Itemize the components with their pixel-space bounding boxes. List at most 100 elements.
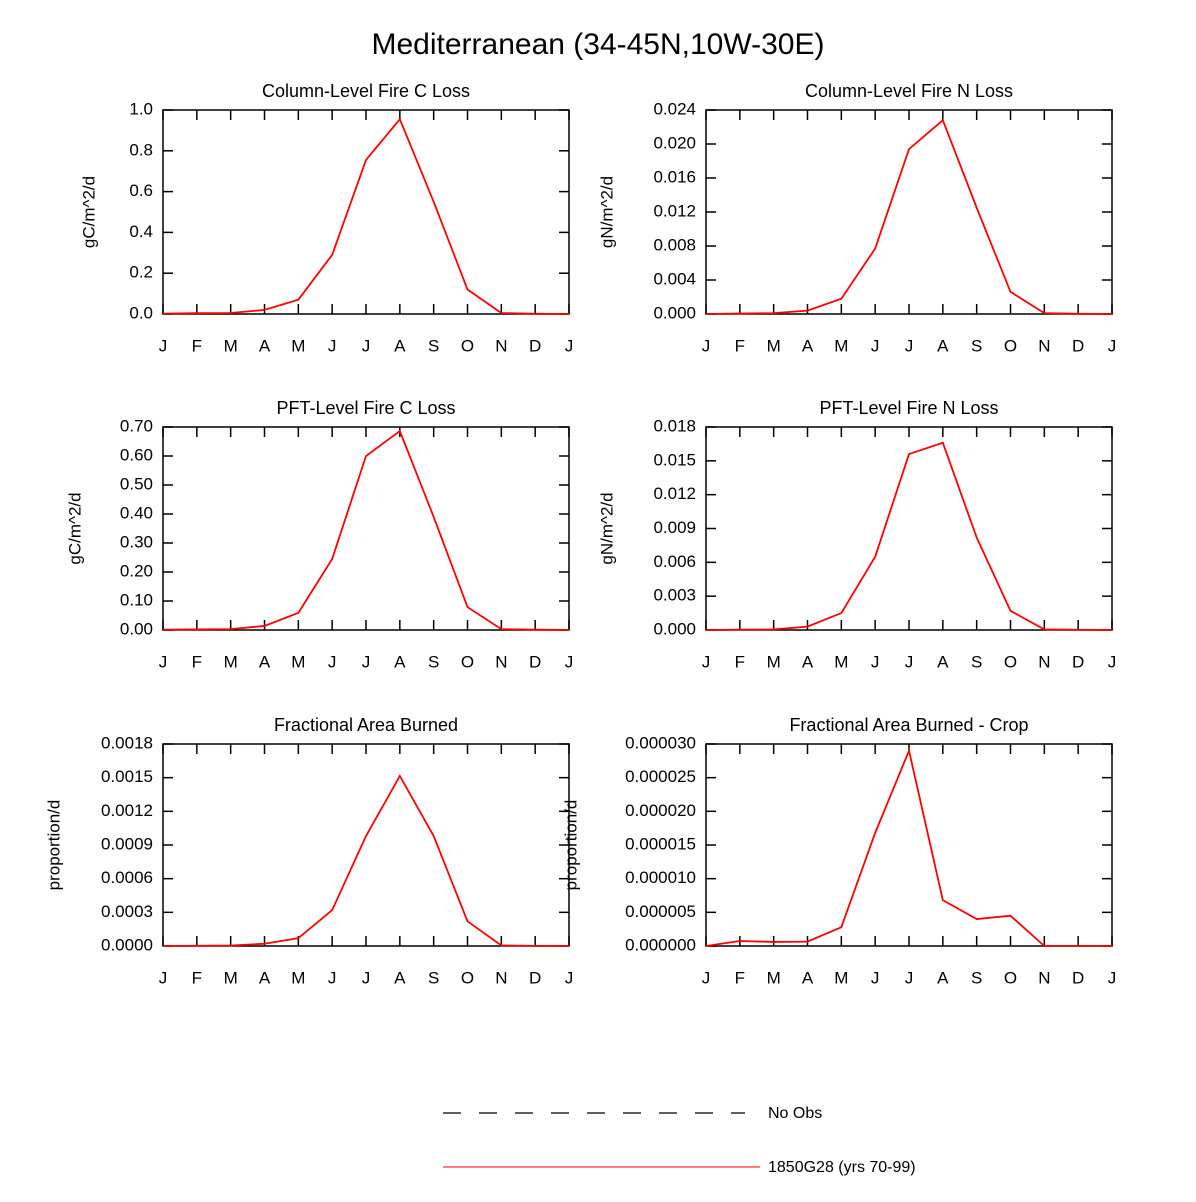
x-tick-label: J — [362, 652, 371, 671]
x-tick-label: F — [735, 336, 745, 355]
x-tick-label: M — [834, 968, 848, 987]
x-tick-label: N — [1038, 968, 1050, 987]
y-tick-label: 0.018 — [653, 416, 696, 435]
x-tick-label: J — [871, 336, 880, 355]
x-tick-label: J — [565, 968, 574, 987]
plot-frame — [705, 743, 1113, 947]
y-tick-label: 0.70 — [120, 416, 153, 435]
x-tick-label: A — [259, 336, 271, 355]
x-tick-label: J — [328, 652, 337, 671]
x-tick-label: M — [291, 652, 305, 671]
y-tick-label: 0.00 — [120, 619, 153, 638]
x-tick-label: A — [394, 336, 406, 355]
y-tick-label: 0.60 — [120, 445, 153, 464]
x-tick-label: J — [1108, 336, 1117, 355]
x-tick-label: J — [159, 968, 168, 987]
y-tick-label: 0.10 — [120, 590, 153, 609]
y-tick-label: 0.0015 — [101, 767, 153, 786]
y-tick-label: 0.006 — [653, 552, 696, 571]
x-tick-label: J — [328, 336, 337, 355]
x-tick-label: M — [767, 652, 781, 671]
y-tick-label: 0.000025 — [625, 767, 696, 786]
x-tick-label: O — [461, 652, 474, 671]
x-tick-label: A — [802, 968, 814, 987]
x-tick-label: M — [834, 336, 848, 355]
y-axis-label: gN/m^2/d — [597, 176, 616, 248]
panel-title: Column-Level Fire N Loss — [805, 81, 1013, 101]
panel-title: Fractional Area Burned — [274, 715, 458, 735]
x-tick-label: D — [529, 336, 541, 355]
y-axis-label: gC/m^2/d — [65, 492, 84, 564]
y-tick-label: 0.40 — [120, 503, 153, 522]
y-tick-label: 0.8 — [129, 140, 153, 159]
x-tick-label: A — [937, 336, 949, 355]
y-tick-label: 0.0006 — [101, 868, 153, 887]
x-tick-label: J — [702, 336, 711, 355]
x-tick-label: M — [291, 336, 305, 355]
y-tick-label: 0.000020 — [625, 801, 696, 820]
x-tick-label: F — [735, 652, 745, 671]
x-tick-label: O — [1004, 652, 1017, 671]
x-tick-label: A — [937, 652, 949, 671]
y-tick-label: 0.0018 — [101, 733, 153, 752]
x-tick-label: O — [461, 968, 474, 987]
y-tick-label: 0.2 — [129, 263, 153, 282]
y-tick-label: 0.000 — [653, 619, 696, 638]
legend-label: No Obs — [768, 1105, 822, 1122]
legend-label: 1850G28 (yrs 70-99) — [768, 1159, 916, 1176]
x-tick-label: A — [259, 652, 271, 671]
x-tick-label: D — [1072, 336, 1084, 355]
x-tick-label: M — [767, 968, 781, 987]
y-tick-label: 0.020 — [653, 133, 696, 152]
y-tick-label: 0.30 — [120, 532, 153, 551]
x-tick-label: S — [428, 968, 439, 987]
x-tick-label: S — [428, 336, 439, 355]
panel-title: Fractional Area Burned - Crop — [789, 715, 1028, 735]
x-tick-label: M — [224, 336, 238, 355]
x-tick-label: J — [362, 968, 371, 987]
x-tick-label: J — [871, 968, 880, 987]
plot-frame — [162, 743, 570, 947]
x-tick-label: F — [192, 968, 202, 987]
y-tick-label: 0.000015 — [625, 834, 696, 853]
x-tick-label: A — [259, 968, 271, 987]
x-tick-label: J — [905, 968, 914, 987]
y-tick-label: 0.012 — [653, 201, 696, 220]
y-axis-label: proportion/d — [44, 800, 63, 891]
x-tick-label: N — [1038, 336, 1050, 355]
y-tick-label: 0.0009 — [101, 834, 153, 853]
x-tick-label: S — [971, 652, 982, 671]
x-tick-label: F — [192, 336, 202, 355]
x-tick-label: J — [871, 652, 880, 671]
x-tick-label: N — [1038, 652, 1050, 671]
figure-title: Mediterranean (34-45N,10W-30E) — [371, 28, 824, 61]
x-tick-label: A — [802, 336, 814, 355]
x-tick-label: D — [1072, 968, 1084, 987]
y-axis-label: proportion/d — [561, 800, 580, 891]
y-tick-label: 0.008 — [653, 235, 696, 254]
x-tick-label: J — [702, 968, 711, 987]
y-axis-label: gN/m^2/d — [597, 492, 616, 564]
data-line — [162, 429, 570, 631]
data-line — [162, 774, 570, 947]
x-tick-label: N — [495, 968, 507, 987]
data-line — [705, 747, 1112, 947]
y-tick-label: 0.000 — [653, 303, 696, 322]
x-tick-label: F — [192, 652, 202, 671]
x-tick-label: D — [529, 968, 541, 987]
x-tick-label: J — [328, 968, 337, 987]
x-tick-label: M — [291, 968, 305, 987]
x-tick-label: S — [971, 336, 982, 355]
panel-title: PFT-Level Fire C Loss — [276, 398, 455, 418]
y-tick-label: 0.024 — [653, 99, 696, 118]
panel-title: Column-Level Fire C Loss — [262, 81, 470, 101]
x-tick-label: A — [394, 968, 406, 987]
x-tick-label: J — [1108, 652, 1117, 671]
x-tick-label: N — [495, 336, 507, 355]
x-tick-label: J — [565, 652, 574, 671]
x-tick-label: N — [495, 652, 507, 671]
x-tick-label: F — [735, 968, 745, 987]
x-tick-label: O — [461, 336, 474, 355]
x-tick-label: J — [159, 652, 168, 671]
x-tick-label: M — [834, 652, 848, 671]
